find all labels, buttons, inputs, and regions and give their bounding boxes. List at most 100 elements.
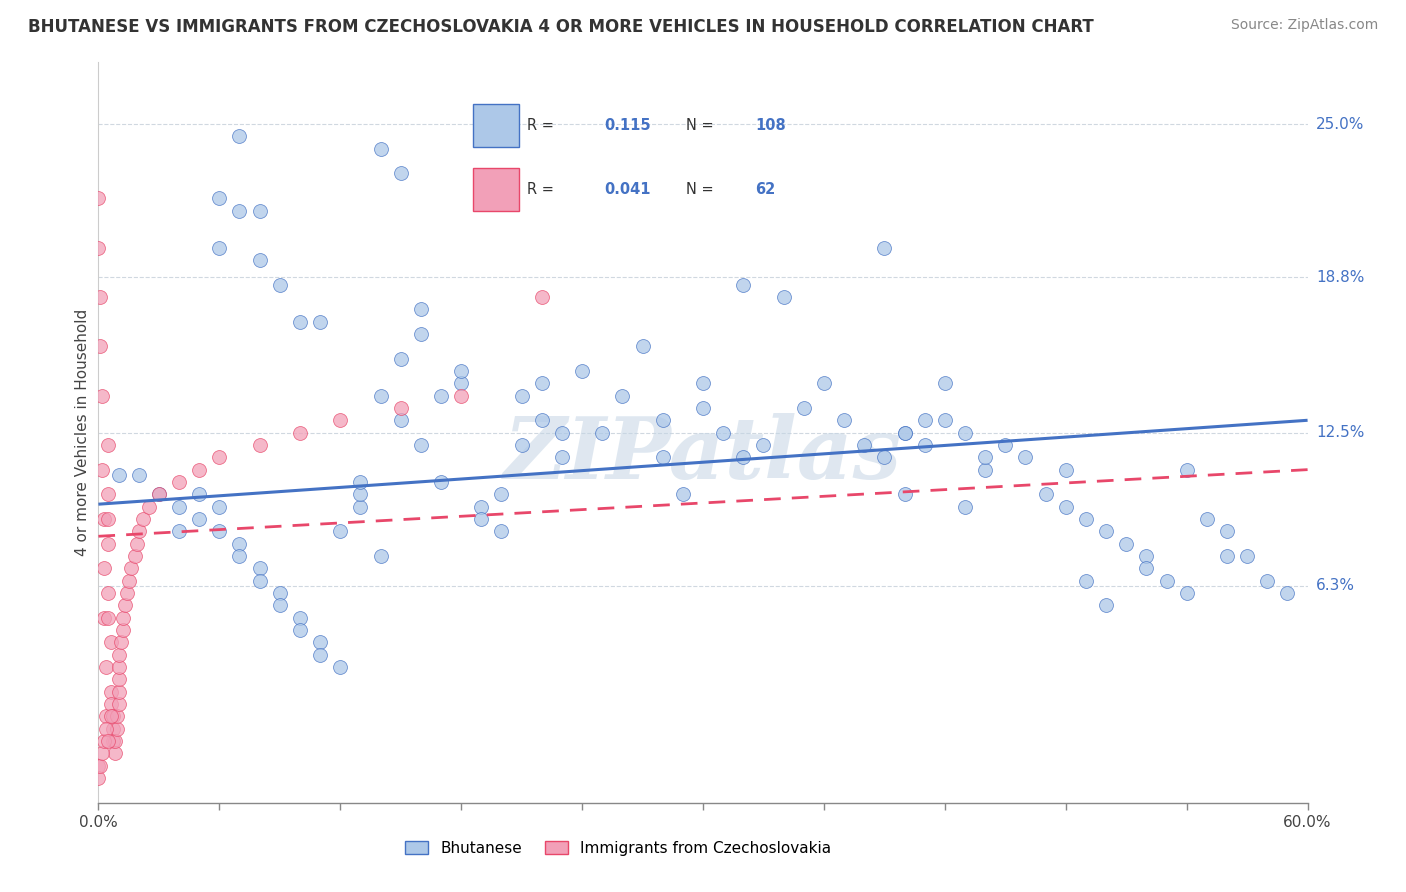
Point bbox=[752, 438, 775, 452]
Point bbox=[571, 364, 593, 378]
Text: BHUTANESE VS IMMIGRANTS FROM CZECHOSLOVAKIA 4 OR MORE VEHICLES IN HOUSEHOLD CORR: BHUTANESE VS IMMIGRANTS FROM CZECHOSLOVA… bbox=[28, 18, 1094, 36]
Point bbox=[853, 438, 876, 452]
Point bbox=[167, 500, 190, 514]
Point bbox=[167, 475, 190, 489]
Point bbox=[470, 500, 492, 514]
Text: 12.5%: 12.5% bbox=[1316, 425, 1364, 440]
Point bbox=[188, 512, 211, 526]
Point bbox=[288, 623, 311, 637]
Point bbox=[208, 191, 231, 205]
Point bbox=[530, 376, 553, 391]
Point bbox=[530, 290, 553, 304]
Point bbox=[228, 549, 250, 563]
Point bbox=[87, 191, 110, 205]
Point bbox=[128, 524, 150, 539]
Point bbox=[733, 277, 755, 292]
Point bbox=[1095, 599, 1118, 613]
Point bbox=[115, 586, 138, 600]
Point bbox=[1135, 561, 1157, 575]
Point bbox=[138, 500, 160, 514]
Point bbox=[1236, 549, 1258, 563]
Point bbox=[772, 290, 794, 304]
Point bbox=[1175, 586, 1198, 600]
Point bbox=[309, 648, 332, 662]
Point bbox=[118, 574, 141, 588]
Point bbox=[167, 524, 190, 539]
Point bbox=[349, 487, 371, 501]
Point bbox=[103, 747, 125, 761]
Point bbox=[551, 425, 574, 440]
Text: 18.8%: 18.8% bbox=[1316, 269, 1364, 285]
Point bbox=[631, 339, 654, 353]
Text: ZIPatlas: ZIPatlas bbox=[503, 413, 903, 497]
Point bbox=[100, 635, 122, 649]
Point bbox=[873, 240, 896, 255]
Point bbox=[107, 685, 129, 699]
Point bbox=[96, 709, 118, 723]
Point bbox=[953, 425, 976, 440]
Point bbox=[87, 240, 110, 255]
Point bbox=[100, 685, 122, 699]
Point bbox=[269, 277, 291, 292]
Point bbox=[93, 734, 115, 748]
Point bbox=[370, 142, 392, 156]
Point bbox=[107, 660, 129, 674]
Point bbox=[91, 462, 114, 476]
Y-axis label: 4 or more Vehicles in Household: 4 or more Vehicles in Household bbox=[75, 309, 90, 557]
Point bbox=[97, 734, 120, 748]
Point bbox=[329, 524, 352, 539]
Point bbox=[111, 623, 134, 637]
Point bbox=[612, 389, 634, 403]
Point bbox=[100, 697, 122, 711]
Point bbox=[409, 302, 432, 317]
Point bbox=[97, 512, 120, 526]
Point bbox=[107, 673, 129, 687]
Point bbox=[93, 512, 115, 526]
Point bbox=[591, 425, 613, 440]
Point bbox=[1277, 586, 1299, 600]
Point bbox=[208, 524, 231, 539]
Point bbox=[974, 450, 997, 465]
Point bbox=[1195, 512, 1218, 526]
Point bbox=[530, 413, 553, 427]
Point bbox=[491, 524, 513, 539]
Point bbox=[1035, 487, 1057, 501]
Point bbox=[651, 413, 673, 427]
Point bbox=[188, 487, 211, 501]
Point bbox=[510, 389, 533, 403]
Point bbox=[450, 376, 472, 391]
Point bbox=[1175, 462, 1198, 476]
Point bbox=[893, 425, 915, 440]
Point bbox=[93, 561, 115, 575]
Point bbox=[105, 709, 128, 723]
Point bbox=[934, 413, 956, 427]
Point bbox=[893, 487, 915, 501]
Point bbox=[148, 487, 170, 501]
Point bbox=[914, 438, 936, 452]
Point bbox=[111, 611, 134, 625]
Point bbox=[208, 450, 231, 465]
Point bbox=[101, 709, 124, 723]
Point bbox=[1135, 549, 1157, 563]
Point bbox=[430, 389, 453, 403]
Point bbox=[510, 438, 533, 452]
Point bbox=[914, 413, 936, 427]
Point bbox=[349, 475, 371, 489]
Point bbox=[711, 425, 734, 440]
Point bbox=[249, 252, 271, 267]
Point bbox=[309, 315, 332, 329]
Point bbox=[672, 487, 695, 501]
Point bbox=[105, 722, 128, 736]
Point bbox=[91, 389, 114, 403]
Point bbox=[430, 475, 453, 489]
Point bbox=[100, 709, 122, 723]
Point bbox=[1074, 574, 1097, 588]
Point bbox=[813, 376, 835, 391]
Point bbox=[1074, 512, 1097, 526]
Point bbox=[97, 487, 120, 501]
Point bbox=[228, 203, 250, 218]
Text: 25.0%: 25.0% bbox=[1316, 117, 1364, 132]
Point bbox=[1156, 574, 1178, 588]
Point bbox=[228, 536, 250, 550]
Point bbox=[389, 401, 412, 415]
